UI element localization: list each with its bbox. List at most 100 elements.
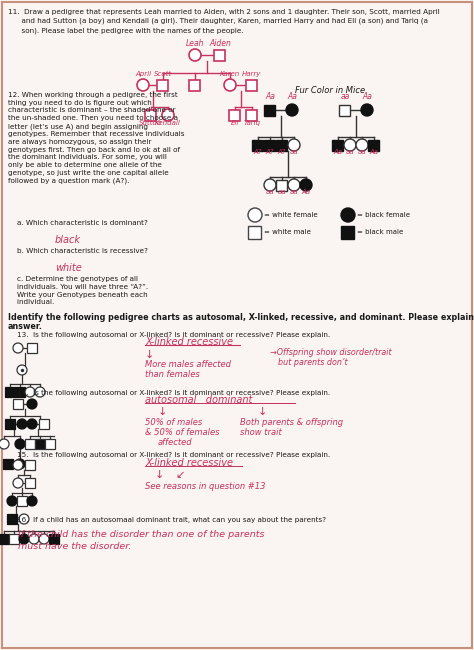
Text: 15.  Is the following autosomal or X-linked? Is it dominant or recessive? Please: 15. Is the following autosomal or X-link… [8, 452, 330, 458]
Bar [157, 79, 168, 90]
Bar [25, 478, 35, 488]
Text: ↓: ↓ [258, 407, 267, 417]
Circle shape [248, 208, 262, 222]
Text: Aa: Aa [287, 92, 297, 101]
Bar [190, 79, 201, 90]
Text: = white male: = white male [264, 229, 311, 235]
Bar [264, 140, 275, 151]
Circle shape [300, 179, 312, 191]
Text: aa: aa [266, 189, 274, 195]
Text: = white female: = white female [264, 212, 318, 218]
Circle shape [189, 49, 201, 61]
Text: affected: affected [158, 438, 192, 447]
Text: Fur Color in Mice: Fur Color in Mice [295, 86, 365, 95]
Circle shape [27, 399, 37, 409]
Text: April: April [135, 71, 151, 77]
Text: black: black [55, 235, 81, 245]
Text: aa: aa [290, 189, 298, 195]
Text: ↓: ↓ [155, 470, 164, 480]
Text: More males affected: More males affected [145, 360, 231, 369]
Text: Scott: Scott [154, 71, 172, 77]
Circle shape [25, 387, 35, 397]
Circle shape [286, 104, 298, 116]
Circle shape [13, 343, 23, 353]
Text: ↓: ↓ [158, 407, 167, 417]
Text: 13.  Is the following autosomal or X-linked? Is it dominant or recessive? Please: 13. Is the following autosomal or X-link… [8, 332, 330, 338]
Circle shape [264, 179, 276, 191]
Circle shape [35, 387, 45, 397]
Bar [39, 419, 49, 429]
Circle shape [0, 439, 9, 449]
Bar [0, 534, 9, 544]
Circle shape [17, 365, 27, 375]
Bar [25, 439, 35, 449]
Text: and had Sutton (a boy) and Kendall (a girl). Their daughter, Karen, married Harr: and had Sutton (a boy) and Kendall (a gi… [8, 18, 428, 25]
Text: aa: aa [278, 189, 286, 195]
Text: aa: aa [290, 149, 298, 155]
Text: See reasons in question #13: See reasons in question #13 [145, 482, 265, 491]
Bar [35, 439, 45, 449]
Bar [5, 387, 15, 397]
Text: b. Which characteristic is recessive?: b. Which characteristic is recessive? [8, 248, 148, 254]
Text: A?: A? [254, 149, 262, 155]
Text: show trait: show trait [240, 428, 282, 437]
Bar [9, 534, 19, 544]
Text: Aa: Aa [301, 189, 310, 195]
Circle shape [356, 139, 368, 151]
Bar [368, 140, 380, 151]
Text: Karen: Karen [220, 71, 240, 77]
Text: son). Please label the pedigree with the names of the people.: son). Please label the pedigree with the… [8, 27, 244, 34]
Bar [5, 419, 15, 429]
Text: X-linked recessive: X-linked recessive [145, 337, 233, 347]
Text: X-linked recessive: X-linked recessive [145, 458, 233, 468]
Bar [17, 496, 27, 506]
Text: white: white [55, 263, 82, 273]
Text: ↓: ↓ [145, 350, 155, 360]
Bar [229, 109, 240, 120]
Text: Harry: Harry [242, 71, 262, 77]
Text: Aa: Aa [362, 92, 372, 101]
Text: Leah: Leah [186, 39, 204, 48]
Bar [7, 514, 17, 524]
Circle shape [13, 460, 23, 470]
Text: A?: A? [266, 149, 274, 155]
Circle shape [288, 139, 300, 151]
Text: Eli: Eli [231, 120, 239, 126]
Bar [45, 439, 55, 449]
Bar [3, 459, 13, 469]
Text: 14.  Is the following autosomal or X-linked? Is it dominant or recessive? Please: 14. Is the following autosomal or X-link… [8, 390, 330, 396]
Bar [339, 105, 350, 116]
Text: Identify the following pedigree charts as autosomal, X-linked, recessive, and do: Identify the following pedigree charts a… [8, 313, 474, 322]
Text: Sutton: Sutton [139, 120, 163, 126]
Text: Tariq: Tariq [244, 120, 261, 126]
Bar [332, 140, 344, 151]
Text: Aa: Aa [334, 149, 343, 155]
Text: a. Which characteristic is dominant?: a. Which characteristic is dominant? [8, 220, 148, 226]
Text: Aa: Aa [265, 92, 275, 101]
Bar [246, 109, 257, 120]
Bar [253, 140, 264, 151]
Circle shape [344, 139, 356, 151]
Text: 11.  Draw a pedigree that represents Leah married to Aiden, with 2 sons and 1 da: 11. Draw a pedigree that represents Leah… [8, 9, 440, 15]
Circle shape [27, 496, 37, 506]
Bar [246, 79, 257, 90]
Text: If the child has the disorder than one of the parents: If the child has the disorder than one o… [18, 530, 264, 539]
Bar [13, 399, 23, 409]
Circle shape [15, 459, 25, 469]
Text: Aa: Aa [370, 149, 379, 155]
Circle shape [19, 534, 29, 544]
Circle shape [341, 208, 355, 222]
Text: A?: A? [278, 149, 286, 155]
Text: 16.  If a child has an autosomaal dominant trait, what can you say about the par: 16. If a child has an autosomaal dominan… [8, 517, 326, 523]
Circle shape [224, 79, 236, 91]
Text: Aiden: Aiden [209, 39, 231, 48]
Bar [146, 109, 156, 120]
Circle shape [29, 534, 39, 544]
Text: must have the disorder.: must have the disorder. [18, 542, 131, 551]
Text: c. Determine the genotypes of all
    individuals. You will have three “A?”.
   : c. Determine the genotypes of all indivi… [8, 276, 148, 306]
Bar [248, 226, 262, 239]
Circle shape [288, 179, 300, 191]
Text: aa: aa [358, 149, 366, 155]
Circle shape [15, 439, 25, 449]
Circle shape [137, 79, 149, 91]
